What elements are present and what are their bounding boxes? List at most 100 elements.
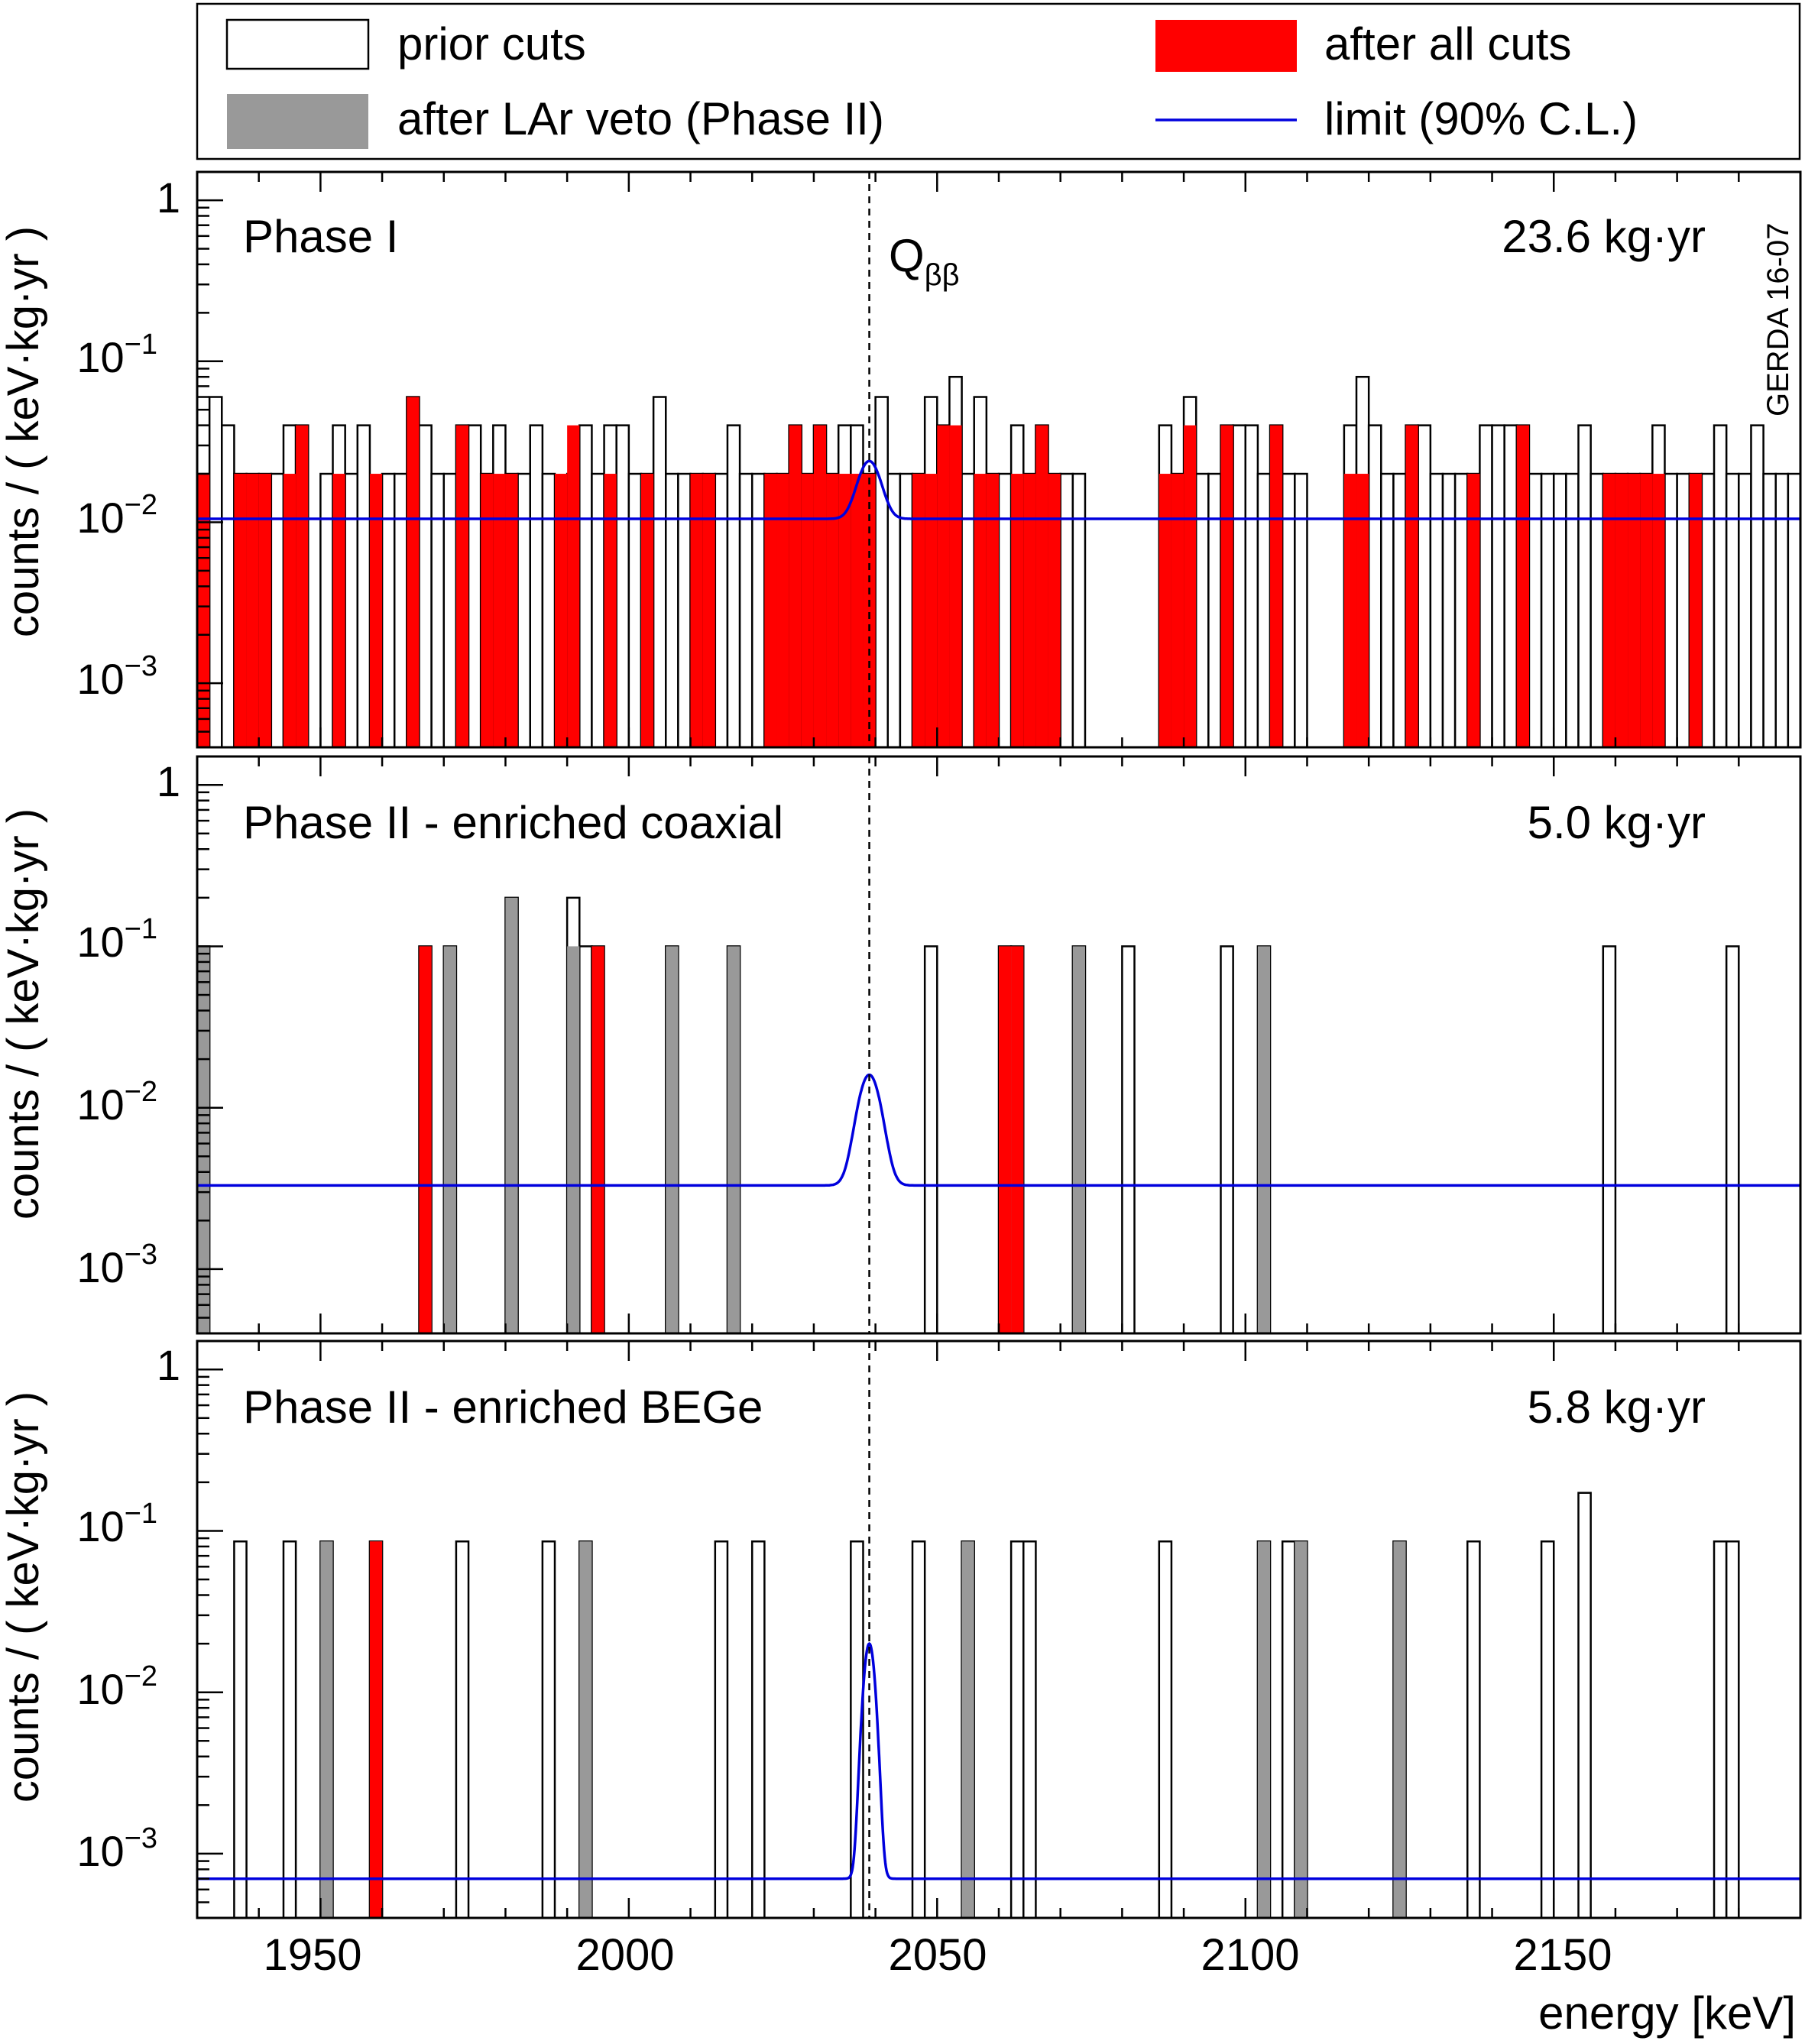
prior-bar (1664, 472, 1678, 749)
prior-bar (418, 424, 433, 749)
y-axis-label: counts / ( keV·kg·yr ) (0, 808, 48, 1220)
prior-bar (1552, 472, 1567, 749)
y-tick-exponent: −2 (125, 1076, 157, 1108)
legend-frame (196, 2, 1801, 160)
y-tick-label: 1 (157, 757, 180, 805)
all-cuts-bar (949, 425, 962, 747)
all-cuts-bar (369, 474, 383, 747)
prior-bar (1725, 472, 1740, 749)
prior-bar (1429, 472, 1444, 749)
prior-bar (1590, 472, 1605, 749)
y-tick-label: 10−2 (76, 489, 157, 542)
all-cuts-bar (1048, 474, 1061, 747)
prior-bar (1676, 472, 1691, 749)
prior-bar (1232, 424, 1247, 749)
panel-title: Phase II - enriched coaxial (243, 797, 783, 848)
all-cuts-bar (505, 474, 518, 747)
legend-label-limit: limit (90% C.L.) (1324, 93, 1638, 144)
all-cuts-bar (1652, 474, 1665, 747)
prior-bar (1392, 472, 1407, 749)
all-cuts-bar (863, 474, 876, 747)
y-tick-base: 10 (76, 333, 124, 381)
all-cuts-bar (999, 946, 1012, 1333)
legend-swatch-lar (227, 94, 368, 149)
prior-bar (1577, 424, 1592, 749)
all-cuts-bar (1405, 425, 1418, 747)
prior-bar (1762, 472, 1777, 749)
all-cuts-bar (1011, 474, 1024, 747)
prior-bar (1466, 1540, 1481, 1919)
x-tick-label: 2000 (575, 1930, 674, 1980)
all-cuts-bar (1159, 474, 1171, 747)
all-cuts-bar (838, 474, 851, 747)
all-cuts-bar (826, 474, 839, 747)
prior-bar (714, 472, 729, 749)
y-tick-base: 10 (76, 1827, 124, 1875)
panel-phase-i (196, 170, 1802, 749)
prior-bar (1158, 1540, 1173, 1919)
prior-bar (1540, 1540, 1555, 1919)
prior-bar (1540, 472, 1555, 749)
prior-bar (344, 472, 359, 749)
prior-bar (1022, 1540, 1037, 1919)
prior-bar (1479, 424, 1493, 749)
prior-bar (726, 424, 741, 749)
x-tick-label: 2050 (888, 1930, 987, 1980)
prior-bar (1725, 945, 1740, 1335)
y-tick-label: 1 (157, 1341, 180, 1389)
prior-bar (1071, 472, 1087, 749)
y-tick-label: 10−3 (76, 1822, 157, 1875)
all-cuts-bar (776, 474, 789, 747)
all-cuts-bar (1640, 474, 1653, 747)
prior-bar (233, 1540, 248, 1919)
x-axis-label: energy [keV] (1538, 1987, 1796, 2039)
prior-bar (208, 396, 223, 749)
all-cuts-bar (1343, 474, 1357, 747)
lar-veto-bar (567, 946, 580, 1333)
y-tick-base: 10 (76, 1665, 124, 1713)
prior-bar (1565, 472, 1580, 749)
all-cuts-bar (296, 425, 309, 747)
all-cuts-bar (986, 474, 999, 747)
all-cuts-bar (369, 1541, 383, 1918)
y-tick-exponent: −3 (125, 650, 157, 682)
prior-bar (997, 472, 1013, 749)
all-cuts-bar (912, 474, 925, 747)
prior-bar (517, 472, 531, 749)
panel-phase-ii-bege (196, 1339, 1802, 1919)
prior-bar (1009, 1540, 1025, 1919)
all-cuts-bar (813, 425, 827, 747)
prior-bar (1453, 472, 1469, 749)
prior-bar (221, 424, 235, 749)
x-axis: 1950 2000 2050 2100 2150 energy [keV] (263, 1930, 1796, 2039)
y-tick-exponent: −2 (125, 1660, 157, 1693)
prior-bar (591, 472, 605, 749)
lar-veto-bar (1072, 946, 1085, 1333)
limit-curve (197, 1073, 1800, 1187)
all-cuts-bar (234, 474, 247, 747)
prior-bar (1441, 472, 1457, 749)
all-cuts-bar (604, 474, 617, 747)
all-cuts-bar (851, 474, 864, 747)
y-tick-label: 10−1 (76, 329, 157, 381)
prior-bar (393, 472, 408, 749)
all-cuts-bar (407, 397, 420, 747)
lar-veto-bar (197, 946, 210, 1333)
limit-curve (197, 1641, 1800, 1880)
all-cuts-bar (764, 474, 777, 747)
y-tick-exponent: −3 (125, 1239, 157, 1271)
all-cuts-bar (1035, 425, 1048, 747)
prior-bar (627, 472, 643, 749)
all-cuts-bar (1628, 474, 1641, 747)
panel-exposure: 5.0 kg·yr (1528, 797, 1706, 848)
prior-bar (738, 472, 753, 749)
prior-bar (1528, 472, 1543, 749)
all-cuts-bar (246, 474, 259, 747)
prior-bar (1281, 472, 1296, 749)
prior-bar (529, 424, 544, 749)
all-cuts-bar (1356, 474, 1369, 747)
y-tick-exponent: −1 (125, 329, 157, 361)
prior-bar (714, 1540, 729, 1919)
prior-bar (1503, 424, 1518, 749)
lar-veto-bar (666, 946, 679, 1333)
